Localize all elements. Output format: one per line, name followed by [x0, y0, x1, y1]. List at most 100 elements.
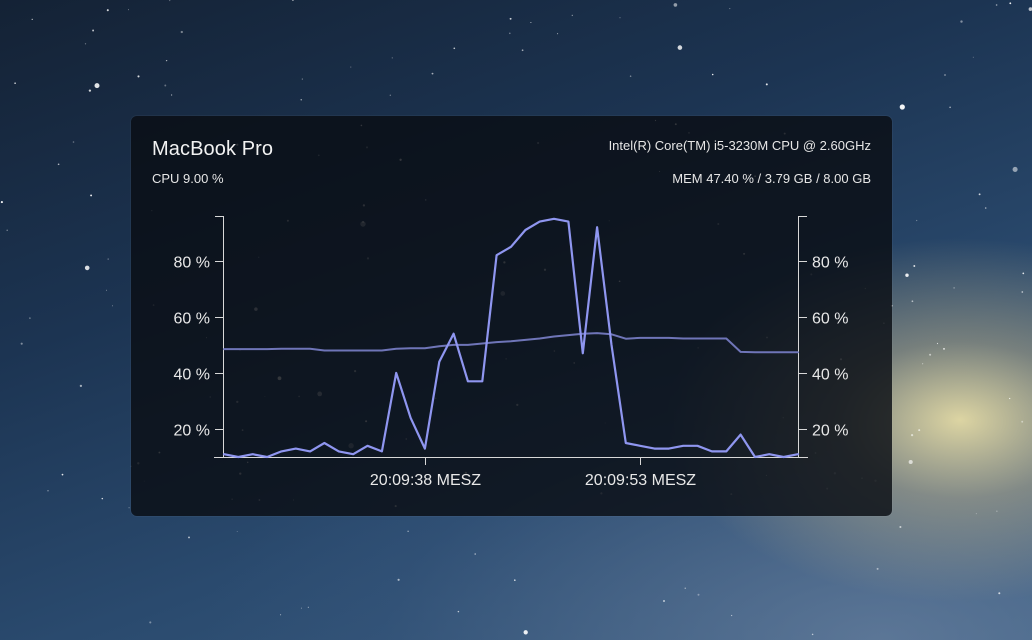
star	[474, 553, 477, 555]
star	[391, 57, 393, 59]
star	[307, 606, 309, 608]
star	[899, 525, 902, 529]
star	[1012, 166, 1018, 172]
star	[629, 75, 632, 77]
memory-usage-line	[223, 332, 799, 354]
star	[922, 363, 924, 365]
star	[557, 33, 559, 35]
star	[188, 536, 190, 539]
star	[457, 610, 460, 613]
star	[20, 342, 23, 345]
star	[911, 300, 914, 303]
star	[6, 229, 8, 232]
star	[918, 429, 921, 432]
host-name: MacBook Pro	[152, 138, 274, 160]
star	[57, 163, 60, 166]
star	[14, 82, 16, 84]
star	[407, 530, 409, 532]
star	[943, 347, 945, 350]
star	[944, 74, 946, 76]
cpu-usage-line	[222, 217, 800, 459]
star	[29, 317, 31, 319]
star	[0, 201, 3, 204]
cpu-model-label: Intel(R) Core(TM) i5-3230M CPU @ 2.60GHz	[608, 138, 871, 153]
star	[521, 49, 524, 52]
star	[960, 20, 963, 23]
star	[899, 104, 905, 110]
star	[876, 567, 879, 570]
star	[673, 3, 678, 7]
star	[170, 94, 173, 96]
star	[949, 106, 951, 109]
star	[47, 490, 49, 492]
star	[697, 593, 700, 596]
star	[101, 497, 104, 500]
cpu-usage-label: CPU 9.00 %	[152, 171, 224, 186]
star	[765, 83, 768, 86]
star	[169, 0, 171, 2]
y-tick-label-left: 20 %	[174, 423, 210, 440]
star	[137, 75, 140, 78]
star	[92, 29, 95, 32]
star	[530, 21, 532, 24]
y-tick-label-right: 40 %	[812, 367, 848, 384]
x-tick-label: 20:09:53 MESZ	[585, 472, 696, 489]
star	[571, 14, 573, 17]
star	[514, 579, 516, 581]
star	[811, 633, 814, 636]
star	[84, 265, 90, 271]
star	[350, 66, 352, 68]
star	[31, 18, 33, 20]
star	[677, 45, 683, 50]
star	[978, 193, 981, 196]
star	[730, 614, 733, 617]
star	[397, 578, 400, 581]
star	[389, 94, 391, 96]
x-tick-label: 20:09:38 MESZ	[370, 472, 481, 489]
star	[291, 0, 294, 1]
star	[1009, 2, 1012, 5]
star	[453, 47, 456, 50]
y-tick-label-left: 80 %	[174, 255, 210, 272]
star	[509, 17, 512, 20]
star	[164, 84, 167, 87]
star	[908, 459, 913, 465]
star	[1028, 7, 1032, 11]
y-tick-label-left: 40 %	[174, 367, 210, 384]
star	[79, 384, 83, 388]
star	[729, 8, 731, 10]
star	[996, 510, 998, 512]
usage-chart: 20 % 20 % 40 % 40 % 60 % 60 % 80 % 80 % 20:09:38…	[174, 216, 848, 489]
star	[106, 9, 109, 12]
star	[995, 4, 998, 6]
star	[180, 30, 183, 34]
y-tick-label-right: 60 %	[812, 311, 848, 328]
star	[107, 258, 109, 260]
star	[711, 73, 714, 76]
star	[280, 614, 282, 616]
star	[998, 592, 1001, 595]
star	[301, 78, 303, 80]
star	[165, 59, 168, 62]
star	[684, 587, 686, 589]
star	[72, 141, 75, 143]
star	[84, 43, 87, 45]
star	[916, 219, 918, 222]
star	[61, 473, 64, 476]
star	[913, 265, 916, 267]
star	[149, 621, 152, 624]
star	[619, 17, 621, 19]
star	[300, 99, 302, 101]
star	[929, 353, 932, 356]
star	[94, 83, 100, 89]
star	[112, 305, 113, 307]
star	[1009, 397, 1011, 400]
star	[509, 32, 511, 35]
star	[128, 507, 130, 509]
star	[1021, 420, 1024, 423]
star	[88, 89, 92, 92]
y-tick-label-left: 60 %	[174, 311, 210, 328]
star	[972, 56, 974, 58]
y-tick-label-right: 80 %	[812, 255, 848, 272]
star	[523, 630, 528, 635]
